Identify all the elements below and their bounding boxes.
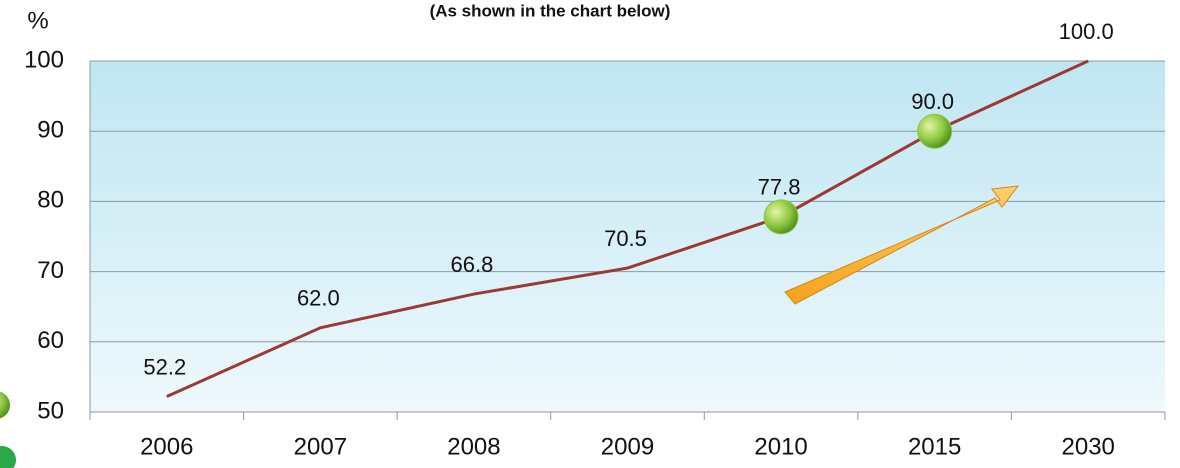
x-tick-label: 2009 (601, 433, 654, 460)
plot-area (90, 61, 1165, 412)
data-label: 100.0 (1059, 19, 1114, 44)
y-axis-label: % (27, 7, 48, 34)
data-label: 77.8 (758, 175, 801, 200)
y-tick-label: 70 (37, 257, 64, 284)
x-tick-label: 2010 (754, 433, 807, 460)
x-tick-label: 2006 (140, 433, 193, 460)
y-tick-label: 50 (37, 397, 64, 424)
data-label: 90.0 (911, 89, 954, 114)
x-tick-label: 2008 (447, 433, 500, 460)
decor-ball (0, 391, 10, 419)
data-label: 52.2 (143, 354, 186, 379)
trend-arrow (784, 185, 1020, 305)
x-tick-label: 2007 (294, 433, 347, 460)
y-tick-label: 90 (37, 117, 64, 144)
data-label: 62.0 (297, 286, 340, 311)
y-tick-label: 60 (37, 327, 64, 354)
x-tick-label: 2030 (1062, 433, 1115, 460)
marker (917, 113, 953, 149)
data-label: 66.8 (451, 252, 494, 277)
data-label: 70.5 (604, 226, 647, 251)
chart-title: (As shown in the chart below) (430, 1, 671, 20)
decor-ball (0, 446, 16, 468)
x-tick-label: 2015 (908, 433, 961, 460)
y-tick-label: 100 (24, 46, 64, 73)
y-tick-label: 80 (37, 187, 64, 214)
marker (763, 199, 799, 235)
